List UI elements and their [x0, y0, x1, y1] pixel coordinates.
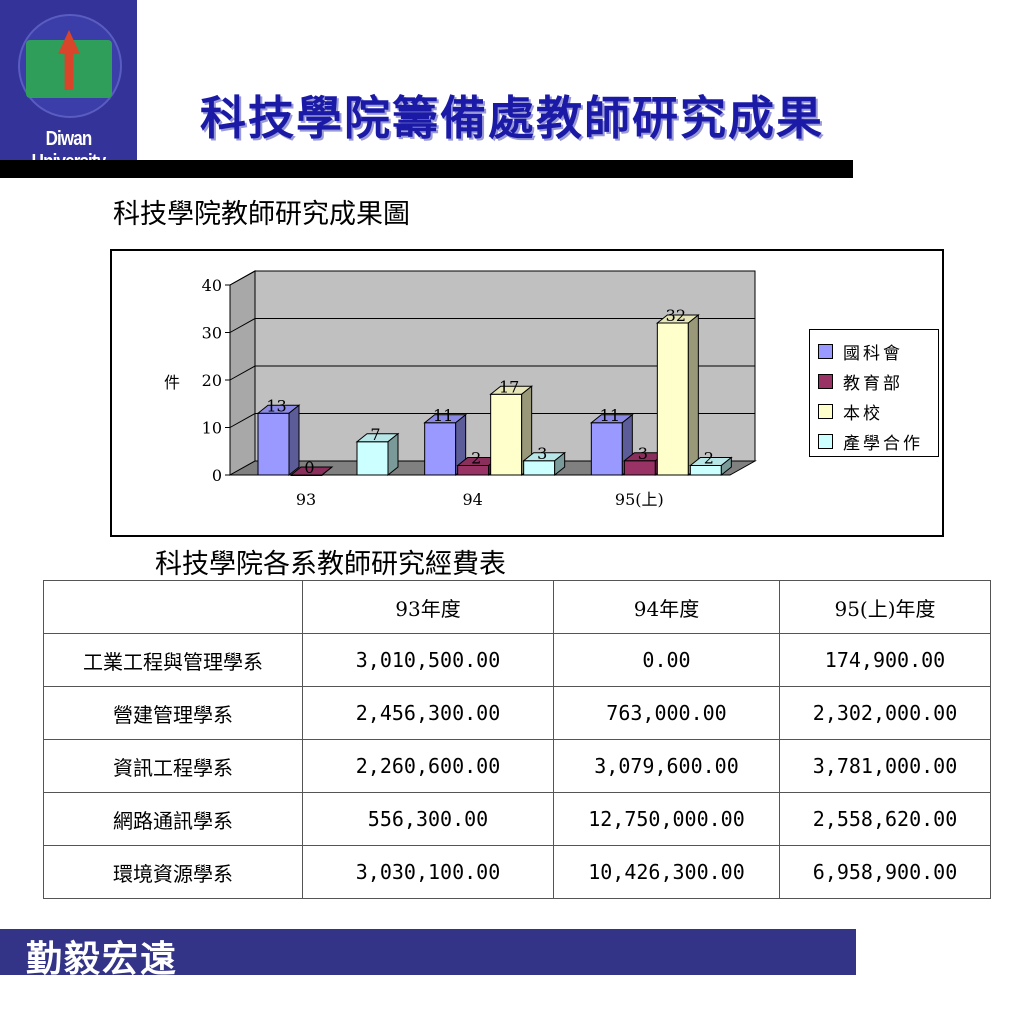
amount-cell: 556,300.00 [302, 792, 554, 846]
bar [490, 393, 523, 476]
department-cell: 網路通訊學系 [43, 792, 303, 846]
header-cell: 94年度 [553, 580, 780, 634]
table-header-row: 93年度 94年度 95(上)年度 [43, 580, 991, 634]
amount-cell: 2,558,620.00 [779, 792, 991, 846]
amount-cell: 2,260,600.00 [302, 739, 554, 793]
page-title: 科技學院籌備處教師研究成果 [200, 91, 824, 145]
bar [623, 460, 656, 476]
header-cell [43, 580, 303, 634]
data-label: 11 [600, 406, 620, 425]
legend-label: 教育部 [843, 373, 903, 394]
data-label: 3 [638, 444, 648, 463]
footer-bar [0, 929, 856, 975]
amount-cell: 6,958,900.00 [779, 845, 991, 899]
legend-label: 國科會 [843, 343, 903, 364]
amount-cell: 2,302,000.00 [779, 686, 991, 740]
chart-caption: 科技學院教師研究成果圖 [113, 199, 410, 230]
data-label: 7 [370, 425, 380, 444]
y-tick-label: 40 [202, 276, 222, 295]
legend-item: 本校 [818, 396, 930, 426]
data-label: 2 [471, 449, 481, 468]
y-tick-label: 10 [202, 419, 222, 438]
bar [424, 422, 457, 476]
department-cell: 營建管理學系 [43, 686, 303, 740]
chart-legend: 國科會教育部本校產學合作 [809, 329, 939, 457]
data-label: 3 [537, 444, 547, 463]
table-row: 網路通訊學系 556,300.00 12,750,000.00 2,558,62… [43, 792, 991, 846]
bar [656, 322, 689, 476]
bar-side [321, 466, 333, 476]
school-motto: 勤毅宏遠 [26, 939, 179, 980]
legend-label: 產學合作 [843, 433, 923, 454]
title-divider [0, 160, 853, 178]
y-tick-label: 30 [202, 324, 222, 343]
amount-cell: 12,750,000.00 [553, 792, 780, 846]
amount-cell: 3,010,500.00 [302, 633, 554, 687]
bar [356, 441, 389, 476]
table-row: 環境資源學系 3,030,100.00 10,426,300.00 6,958,… [43, 845, 991, 899]
legend-item: 教育部 [818, 366, 930, 396]
table-caption: 科技學院各系教師研究經費表 [155, 549, 506, 580]
legend-label: 本校 [843, 403, 883, 424]
department-cell: 環境資源學系 [43, 845, 303, 899]
legend-swatch [818, 373, 833, 389]
x-tick-label: 95(上) [615, 490, 664, 509]
amount-cell: 2,456,300.00 [302, 686, 554, 740]
legend-swatch [818, 343, 833, 359]
header-cell: 93年度 [302, 580, 554, 634]
legend-item: 國科會 [818, 336, 930, 366]
amount-cell: 3,781,000.00 [779, 739, 991, 793]
amount-cell: 0.00 [553, 633, 780, 687]
data-label: 2 [704, 449, 714, 468]
legend-item: 產學合作 [818, 426, 930, 456]
bar [590, 422, 623, 476]
bar-side [720, 456, 732, 477]
gridline [229, 270, 755, 286]
data-label: 13 [266, 396, 286, 415]
department-cell: 資訊工程學系 [43, 739, 303, 793]
bar [523, 460, 556, 476]
table-row: 營建管理學系 2,456,300.00 763,000.00 2,302,000… [43, 686, 991, 740]
gridline [229, 365, 755, 381]
amount-cell: 3,079,600.00 [553, 739, 780, 793]
gridline [229, 413, 755, 428]
y-tick-label: 20 [202, 371, 222, 390]
bar-side [387, 432, 399, 477]
amount-cell: 763,000.00 [553, 686, 780, 740]
bar-side [687, 313, 699, 477]
legend-swatch [818, 433, 833, 449]
bar-side [554, 451, 566, 477]
amount-cell: 174,900.00 [779, 633, 991, 687]
legend-swatch [818, 403, 833, 419]
university-logo: Diwan University [0, 0, 137, 173]
data-label: 0 [304, 458, 314, 477]
bar-side [288, 404, 300, 477]
bar [257, 412, 290, 476]
amount-cell: 3,030,100.00 [302, 845, 554, 899]
department-cell: 工業工程與管理學系 [43, 633, 303, 687]
table-row: 工業工程與管理學系 3,010,500.00 0.00 174,900.00 [43, 633, 991, 687]
data-label: 17 [499, 377, 519, 396]
data-label: 32 [666, 306, 686, 325]
x-tick-label: 94 [462, 490, 482, 509]
amount-cell: 10,426,300.00 [553, 845, 780, 899]
y-tick-label: 0 [212, 466, 222, 485]
y-axis-label: 件 [164, 373, 180, 392]
research-funding-table: 93年度 94年度 95(上)年度 工業工程與管理學系 3,010,500.00… [43, 580, 991, 899]
table-row: 資訊工程學系 2,260,600.00 3,079,600.00 3,781,0… [43, 739, 991, 793]
data-label: 11 [433, 406, 453, 425]
header-cell: 95(上)年度 [779, 580, 991, 634]
gridline [229, 318, 755, 333]
x-tick-label: 93 [296, 490, 316, 509]
research-results-chart: 0 10 20 30 40 件 13 0 7 93 11 2 17 3 94 11 3 32 2 95(上) [164, 270, 757, 509]
